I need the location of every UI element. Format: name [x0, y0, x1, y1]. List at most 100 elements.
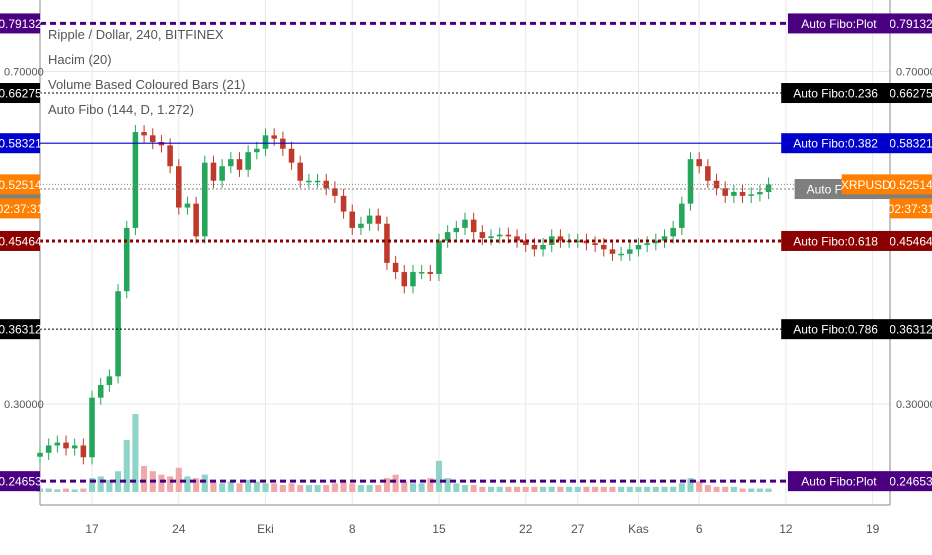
candle-body: [254, 148, 260, 153]
candle-body: [384, 223, 390, 263]
volume-bar: [713, 486, 720, 492]
volume-bar: [401, 481, 408, 492]
legend-vbars[interactable]: Volume Based Coloured Bars (21): [48, 77, 246, 92]
candle-body: [288, 148, 295, 163]
candle-body: [444, 232, 451, 241]
candle-body: [340, 195, 347, 212]
fibo-right-value: 0.79132: [889, 17, 932, 31]
candle-body: [262, 135, 269, 149]
volume-bar: [193, 478, 200, 492]
candle-body: [54, 442, 61, 446]
symbol-tag: [841, 174, 890, 195]
volume-bar: [678, 483, 685, 492]
candle-body: [123, 227, 130, 292]
last-price-right-value: 0.52514: [889, 178, 932, 192]
candle-body: [757, 192, 763, 195]
volume-bar: [349, 483, 356, 492]
candle-body: [479, 232, 486, 239]
countdown-left-value: 02:37:31: [0, 202, 44, 216]
volume-bar: [210, 481, 217, 492]
candle-body: [731, 192, 737, 196]
fibo-name-label: Auto Fibo:Plot: [801, 475, 877, 489]
x-tick-label: 12: [779, 522, 793, 536]
candle-body: [601, 244, 607, 250]
candle-body: [609, 249, 616, 254]
volume-bar: [227, 481, 234, 492]
volume-bar: [704, 485, 711, 492]
fibo-name-tag: [781, 83, 890, 104]
last-price-right-tag: [890, 174, 932, 195]
volume-bar: [739, 488, 746, 492]
candle-body: [418, 272, 425, 274]
candle-body: [297, 162, 303, 181]
countdown-left-tag: [0, 198, 40, 219]
fibo-right-value: 0.24653: [889, 475, 932, 489]
volume-bar: [600, 486, 607, 492]
x-tick-label: 27: [571, 522, 585, 536]
volume-bar: [219, 483, 226, 492]
candle-body: [470, 219, 477, 233]
candle-body: [37, 452, 43, 457]
countdown-right-value: 02:37:31: [888, 202, 932, 216]
volume-bar: [461, 485, 469, 492]
candle-body: [349, 211, 356, 228]
volume-bar: [409, 483, 416, 492]
fibo-left-value: 0.36312: [0, 323, 42, 337]
countdown-right-tag: [890, 198, 932, 219]
fibo-right-tag: [890, 13, 932, 34]
x-tick-label: Kas: [628, 522, 649, 536]
candle-body: [739, 192, 746, 196]
x-tick-label: 22: [519, 522, 533, 536]
candle-body: [245, 152, 251, 170]
volume-bar: [557, 486, 564, 492]
volume-bar: [609, 486, 616, 492]
x-tick-label: 6: [696, 522, 703, 536]
candle-body: [332, 188, 338, 196]
volume-bar: [323, 485, 330, 492]
fibo-name-tag: [787, 13, 890, 34]
candle-body: [522, 240, 529, 245]
fibo-right-tag: [890, 230, 932, 251]
volume-bar: [644, 486, 651, 492]
fibo-left-tag: [0, 83, 40, 104]
candle-body: [89, 397, 95, 458]
x-tick-label: 17: [85, 522, 99, 536]
candle-body: [453, 227, 460, 233]
volume-bar: [115, 471, 122, 492]
candle-body: [236, 159, 243, 170]
candle-body: [366, 215, 373, 224]
legend-volume[interactable]: Hacim (20): [48, 52, 112, 67]
fibo-name-tag: [781, 133, 890, 154]
volume-bar: [236, 483, 243, 492]
candle-body: [392, 262, 399, 273]
volume-bar: [748, 488, 755, 492]
legend-symbol[interactable]: Ripple / Dollar, 240, BITFINEX: [48, 27, 224, 42]
legend: Ripple / Dollar, 240, BITFINEX Hacim (20…: [48, 22, 245, 122]
volume-bar: [54, 489, 61, 492]
volume-bar: [670, 486, 677, 492]
volume-bar: [314, 485, 321, 492]
volume-bar: [80, 488, 87, 492]
candle-body: [219, 166, 225, 181]
candle-body: [210, 162, 217, 181]
volume-bar: [201, 474, 208, 492]
candle-body: [436, 240, 442, 274]
legend-fibo[interactable]: Auto Fibo (144, D, 1.272): [48, 102, 194, 117]
volume-bar: [167, 476, 174, 492]
volume-bar: [696, 481, 703, 492]
candle-body: [618, 253, 624, 256]
fibo-right-tag: [890, 133, 932, 154]
fibo-left-value: 0.45464: [0, 234, 42, 248]
fibo-name-label: Auto Fibo:Plot: [801, 17, 877, 31]
volume-bar: [505, 486, 512, 492]
candle-body: [531, 244, 538, 250]
fibo-name-tag: [781, 230, 890, 251]
volume-bar: [522, 486, 529, 492]
volume-bar: [340, 481, 347, 492]
volume-bar: [427, 478, 434, 492]
candle-body: [713, 180, 720, 189]
volume-bar: [366, 485, 373, 492]
candle-body: [115, 291, 121, 377]
